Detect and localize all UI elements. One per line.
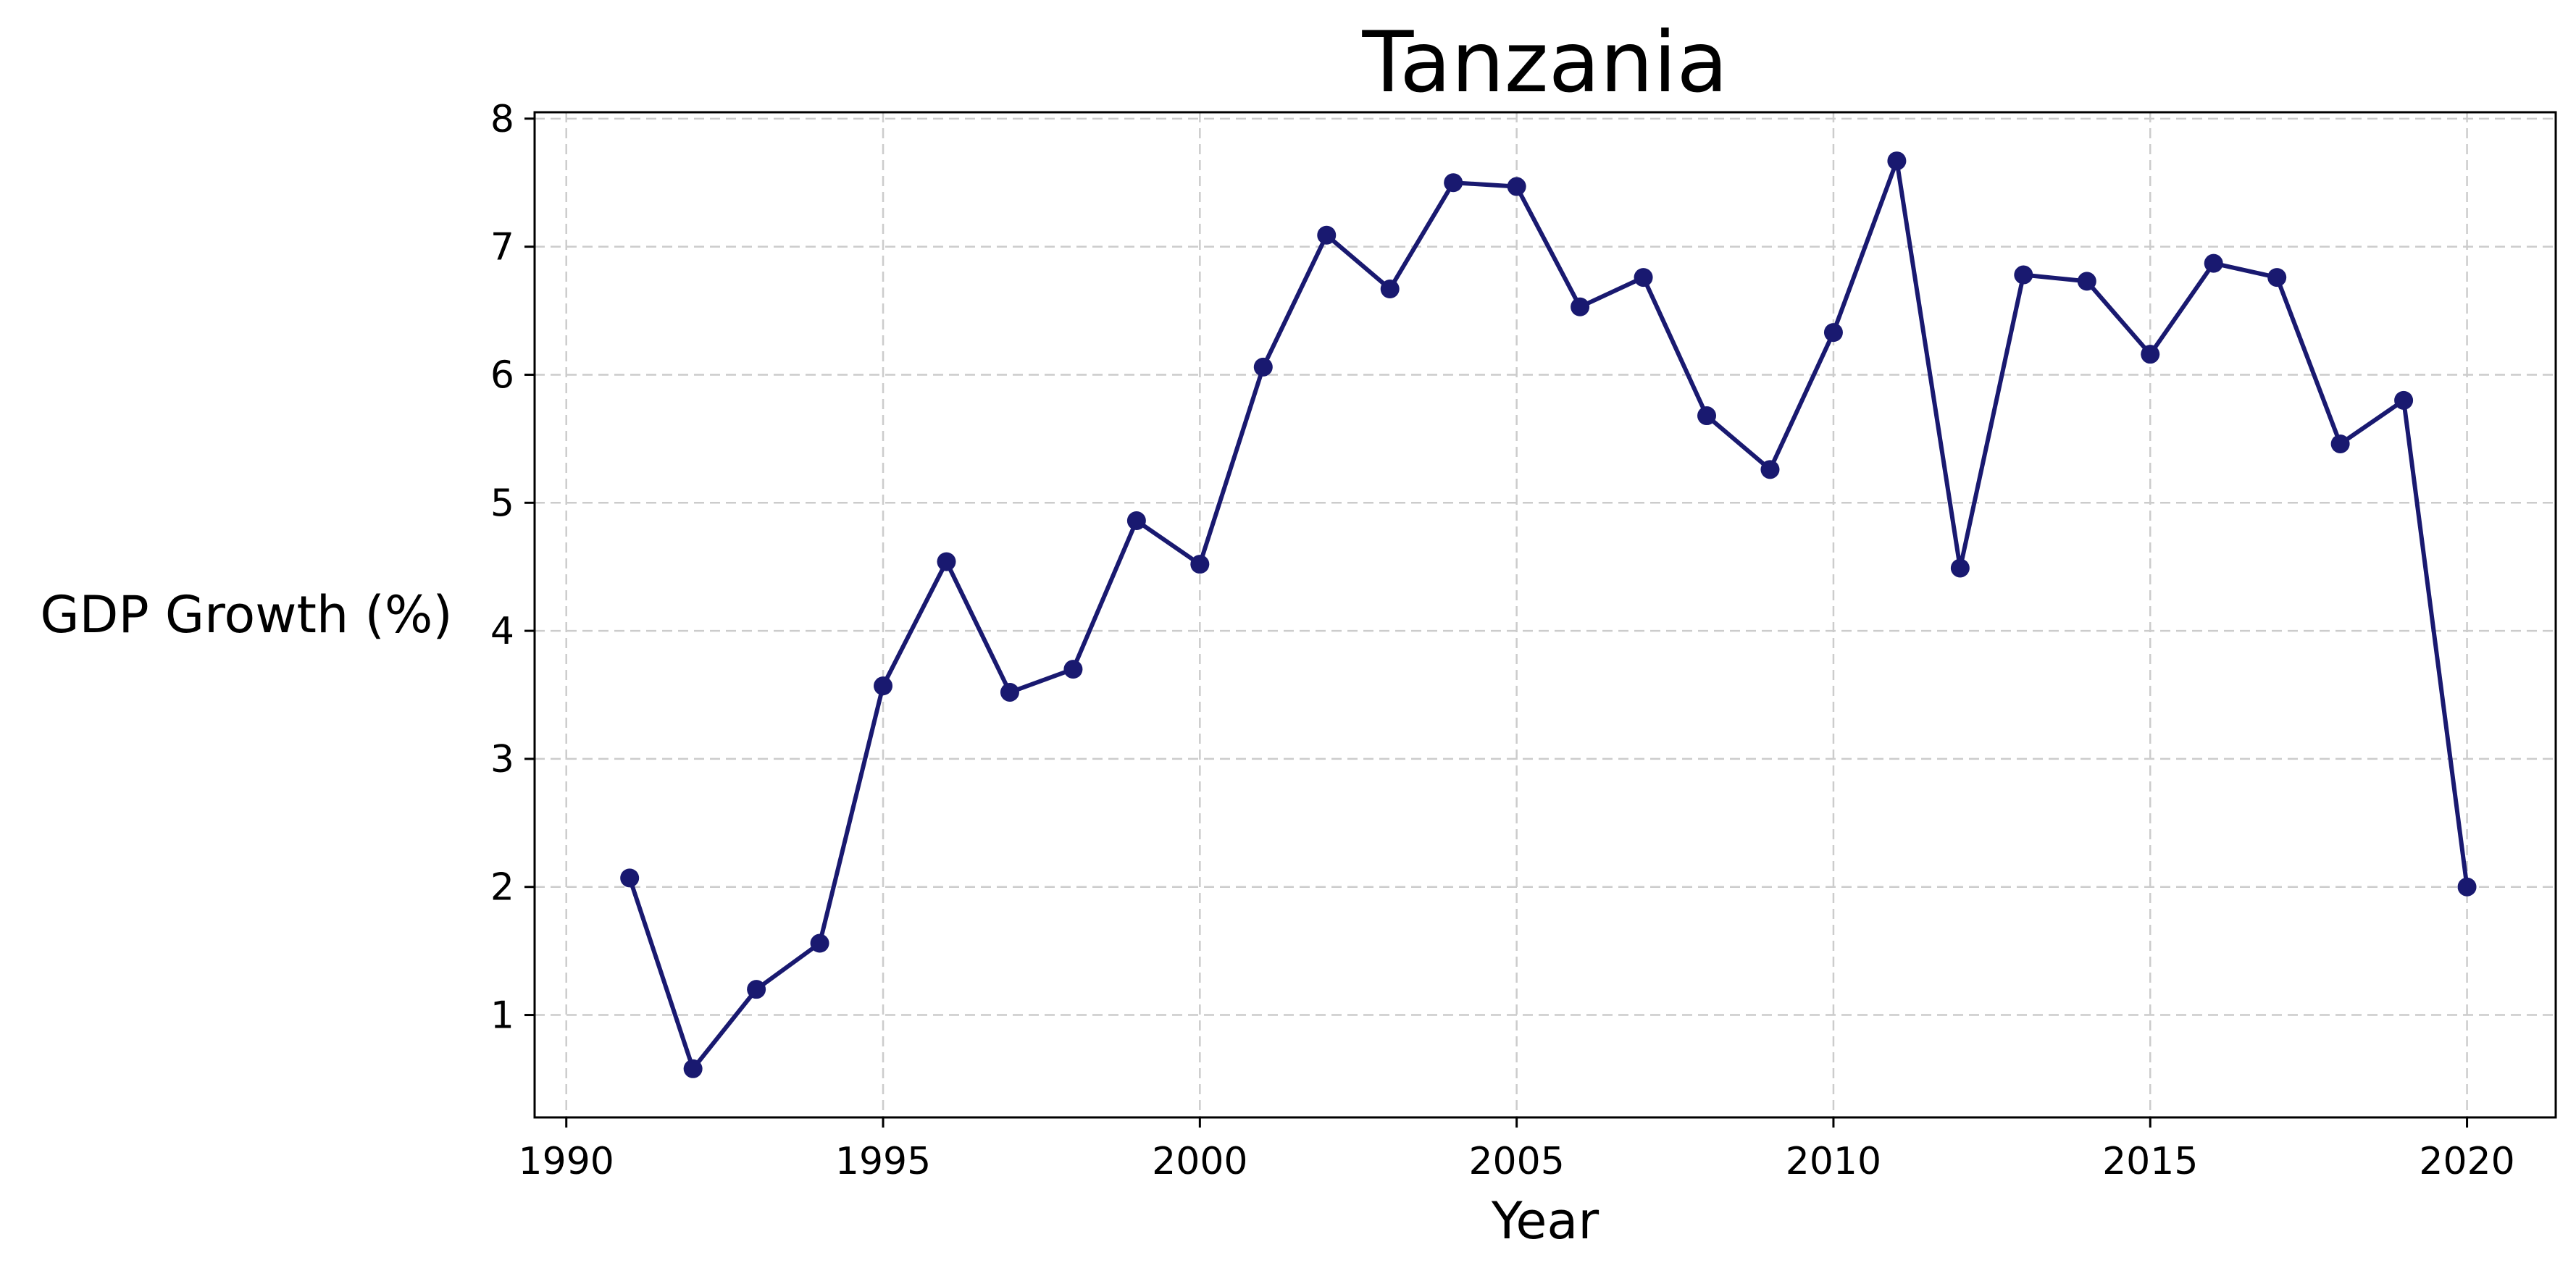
data-point [1887,151,1907,171]
y-tick-label: 7 [490,226,514,269]
data-point [1317,225,1337,245]
data-point [1634,268,1653,287]
x-tick-label: 2015 [2102,1140,2198,1183]
data-point [747,980,766,999]
data-point [874,676,893,696]
y-tick-label: 8 [490,98,514,141]
data-point [2141,345,2160,364]
y-tick-label: 3 [490,738,514,781]
x-tick-label: 1990 [519,1140,614,1183]
data-point [683,1059,703,1078]
axis-ticks: 1990 1995 2000 2005 2010 2015 2020 1 2 3 4 5 6 7 8 [490,98,2515,1183]
data-point [1507,177,1526,196]
y-axis-label: GDP Growth (%) [40,585,452,645]
data-point [2204,253,2223,273]
series-line [627,159,2470,1071]
data-point [1571,297,1590,316]
x-axis-label: Year [1491,1191,1599,1251]
plot-frame [533,111,2557,1119]
data-point [810,933,829,953]
x-tick-label: 2000 [1152,1140,1247,1183]
data-point [2014,265,2033,285]
data-point [1823,323,1843,343]
x-tick-label: 1995 [835,1140,931,1183]
data-point [1000,682,1019,702]
data-point [2457,877,2477,897]
data-point [1190,555,1210,574]
data-point [2077,272,2096,291]
x-tick-label: 2010 [1786,1140,1881,1183]
y-tick-label: 4 [490,610,514,653]
data-point [620,868,640,888]
grid [535,112,2556,1117]
data-point [2267,268,2287,287]
y-tick-label: 1 [490,994,514,1038]
data-point [1697,406,1717,426]
chart-title: Tanzania [1361,14,1728,112]
data-point [937,552,956,571]
data-point [1063,660,1083,679]
data-point [1950,558,1970,578]
data-point [1444,173,1463,193]
x-tick-label: 2020 [2419,1140,2514,1183]
data-point [2394,390,2414,410]
series-layer [620,151,2477,1078]
data-point [1380,280,1400,299]
y-tick-label: 2 [490,866,514,910]
y-tick-label: 6 [490,353,514,397]
data-point [1253,357,1273,377]
data-point [2330,434,2350,453]
data-point [1126,511,1146,531]
y-tick-label: 5 [490,482,514,525]
data-point [1760,460,1780,479]
x-tick-label: 2005 [1468,1140,1564,1183]
